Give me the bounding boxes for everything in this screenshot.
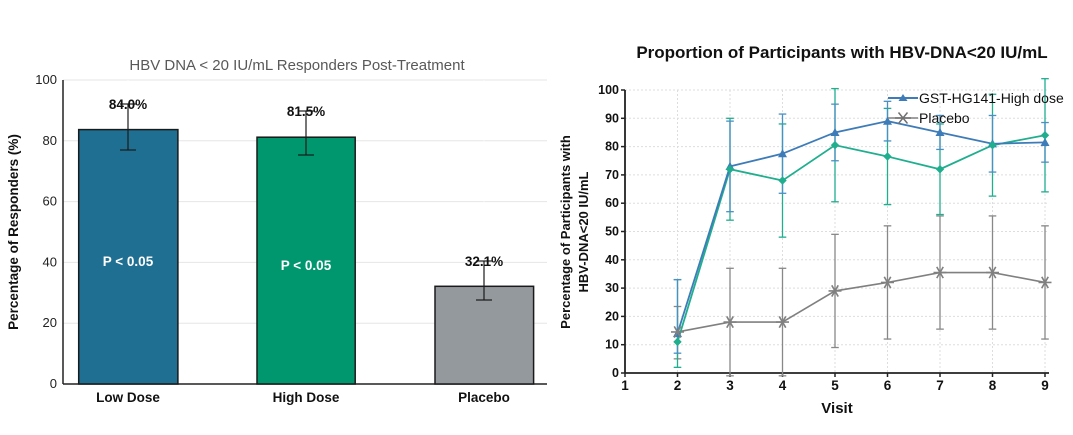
svg-text:Placebo: Placebo [919,110,970,126]
svg-text:10: 10 [605,338,619,352]
svg-text:0: 0 [612,366,619,380]
svg-text:6: 6 [884,378,892,393]
svg-text:100: 100 [598,83,619,97]
svg-text:9: 9 [1041,378,1049,393]
svg-text:60: 60 [605,196,619,210]
svg-text:Percentage of Participants wit: Percentage of Participants with [558,135,573,329]
svg-text:Proportion of Participants wit: Proportion of Participants with HBV-DNA<… [636,43,1047,62]
svg-text:40: 40 [605,253,619,267]
svg-text:Visit: Visit [821,400,852,417]
svg-text:7: 7 [936,378,944,393]
svg-text:2: 2 [674,378,682,393]
svg-text:20: 20 [605,309,619,323]
svg-text:HBV-DNA<20 IU/mL: HBV-DNA<20 IU/mL [576,171,591,292]
svg-text:50: 50 [605,225,619,239]
svg-text:90: 90 [605,111,619,125]
svg-text:5: 5 [831,378,839,393]
svg-text:70: 70 [605,168,619,182]
svg-text:4: 4 [779,378,787,393]
svg-text:8: 8 [989,378,997,393]
svg-text:GST-HG141-High dose: GST-HG141-High dose [919,90,1064,106]
svg-text:30: 30 [605,281,619,295]
svg-text:3: 3 [726,378,734,393]
svg-text:80: 80 [605,140,619,154]
svg-text:1: 1 [621,378,629,393]
